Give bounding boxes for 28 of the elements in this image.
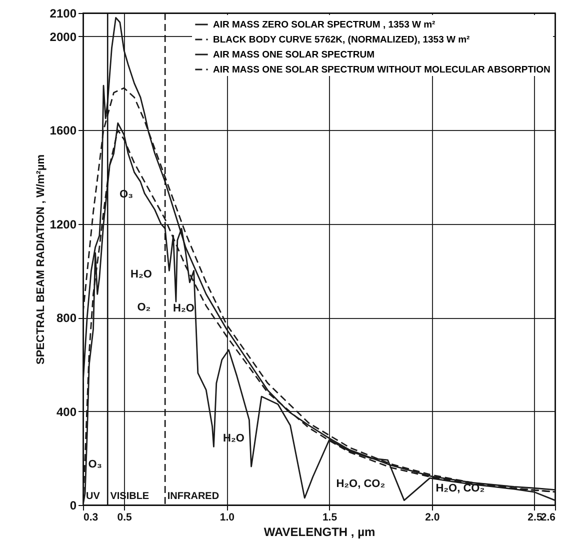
x-tick-label: 1.5 — [322, 512, 338, 524]
y-tick-label: 400 — [56, 404, 77, 419]
annotation: UV — [86, 491, 100, 502]
legend-label: BLACK BODY CURVE 5762K, (NORMALIZED), 1353 W m² — [213, 34, 470, 46]
annotation: H₂O, CO₂ — [336, 478, 386, 490]
x-tick-label: 2.0 — [425, 512, 440, 524]
x-axis-title: WAVELENGTH , µm — [264, 525, 376, 539]
legend-label: AIR MASS ZERO SOLAR SPECTRUM , 1353 W m² — [213, 20, 436, 30]
annotation: H₂O — [173, 302, 195, 314]
annotation: O₃ — [88, 458, 102, 471]
annotation: H₂O, CO₂ — [436, 482, 485, 494]
y-tick-label: 1600 — [50, 124, 77, 138]
annotation: O₂ — [137, 302, 151, 314]
legend-label: AIR MASS ONE SOLAR SPECTRUM — [213, 50, 375, 60]
annotation: H₂O — [130, 268, 152, 281]
x-tick-label: 0.3 — [84, 512, 98, 524]
x-tick-label: 0.5 — [117, 512, 132, 524]
y-tick-label: 2100 — [50, 6, 77, 20]
y-tick-label: 0 — [70, 498, 77, 512]
annotation: INFRARED — [167, 491, 220, 502]
y-tick-label: 2000 — [50, 30, 77, 44]
y-tick-label: 1200 — [50, 217, 77, 232]
legend-label: AIR MASS ONE SOLAR SPECTRUM WITHOUT MOLECULAR ABSORPTION — [213, 64, 551, 76]
x-tick-label: 2.5 — [528, 512, 542, 524]
y-axis-title: SPECTRAL BEAM RADIATION , W/m²µm — [34, 154, 47, 365]
x-tick-label: 1.0 — [220, 512, 235, 524]
y-tick-label: 800 — [56, 311, 77, 326]
x-tick-label: 2.6 — [540, 512, 556, 524]
